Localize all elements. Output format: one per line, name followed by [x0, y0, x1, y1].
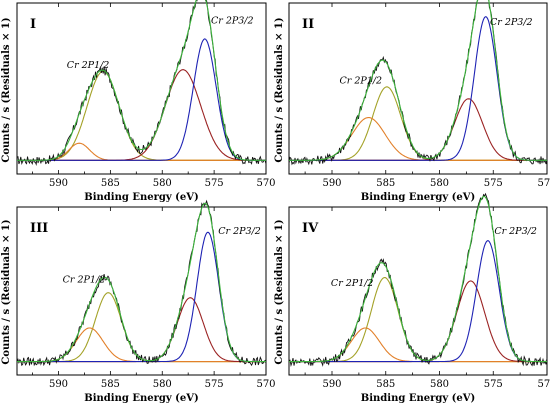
- x-tick-label: 590: [49, 178, 68, 189]
- peak-label: Cr 2P3/2: [211, 16, 254, 27]
- x-axis-label: Binding Energy (eV): [361, 192, 475, 203]
- x-tick-label: 570: [256, 379, 275, 390]
- peak-label: Cr 2P1/2: [340, 75, 383, 86]
- x-tick-label: 580: [153, 178, 172, 189]
- x-tick-label: 575: [484, 178, 503, 189]
- peak-label: Cr 2P3/2: [490, 17, 533, 28]
- component-peak-4: [17, 38, 266, 161]
- panel-label: I: [30, 17, 36, 32]
- plot-frame: [288, 206, 548, 376]
- y-axis-label: Counts / s (Residuals × 1): [1, 17, 12, 162]
- panel-4: 590 585 580 575 570 Binding Energy (eV) Counts…: [274, 192, 550, 404]
- component-peak-3: [289, 280, 547, 363]
- peak-label: Cr 2P1/2: [331, 278, 374, 289]
- component-peak-3: [289, 98, 547, 161]
- component-peak-1: [17, 292, 266, 363]
- x-tick-label: 585: [101, 178, 120, 189]
- fit-envelope: [289, 195, 547, 363]
- x-tick-label: 580: [430, 178, 449, 189]
- panel-label: II: [302, 17, 314, 32]
- x-tick-label: 575: [205, 379, 224, 390]
- plot-frame: [16, 2, 267, 175]
- x-tick-label: 590: [322, 379, 341, 390]
- component-peak-3: [17, 297, 266, 363]
- panel-label: IV: [302, 221, 319, 236]
- peak-label: Cr 2P1/2: [63, 275, 106, 286]
- x-axis-label: Binding Energy (eV): [84, 393, 198, 404]
- fit-envelope: [17, 0, 266, 161]
- plot-frame: [16, 206, 267, 376]
- x-tick-label: 575: [205, 178, 224, 189]
- panel-2: 590 585 580 575 570 Binding Energy (eV) Counts…: [274, 0, 550, 203]
- component-peak-1: [289, 277, 547, 363]
- y-axis-label: Counts / s (Residuals × 1): [1, 219, 12, 364]
- x-tick-label: 585: [376, 178, 395, 189]
- x-axis-label: Binding Energy (eV): [361, 393, 475, 404]
- peak-label: Cr 2P1/2: [67, 60, 110, 71]
- x-tick-label: 590: [322, 178, 341, 189]
- x-tick-label: 580: [153, 379, 172, 390]
- plot-frame: [288, 2, 548, 175]
- x-tick-label: 575: [484, 379, 503, 390]
- component-peak-4: [289, 240, 547, 363]
- panel-label: III: [30, 221, 48, 236]
- x-tick-label: 585: [101, 379, 120, 390]
- fit-envelope: [17, 202, 266, 363]
- x-axis-label: Binding Energy (eV): [84, 192, 198, 203]
- fit-envelope: [289, 0, 547, 161]
- peak-label: Cr 2P3/2: [494, 226, 537, 237]
- x-tick-label: 580: [430, 379, 449, 390]
- x-tick-label: 570: [256, 178, 275, 189]
- component-peak-1: [289, 86, 547, 161]
- y-axis-label: Counts / s (Residuals × 1): [274, 219, 285, 364]
- x-tick-label: 590: [49, 379, 68, 390]
- y-axis-label: Counts / s (Residuals × 1): [274, 17, 285, 162]
- x-tick-label: 570: [537, 379, 550, 390]
- panel-1: 590 585 580 575 570 Binding Energy (eV) Counts…: [1, 0, 276, 203]
- x-tick-label: 585: [376, 379, 395, 390]
- peak-label: Cr 2P3/2: [218, 226, 261, 237]
- x-tick-label: 570: [537, 178, 550, 189]
- panel-3: 590 585 580 575 570 Binding Energy (eV) Counts…: [1, 199, 276, 404]
